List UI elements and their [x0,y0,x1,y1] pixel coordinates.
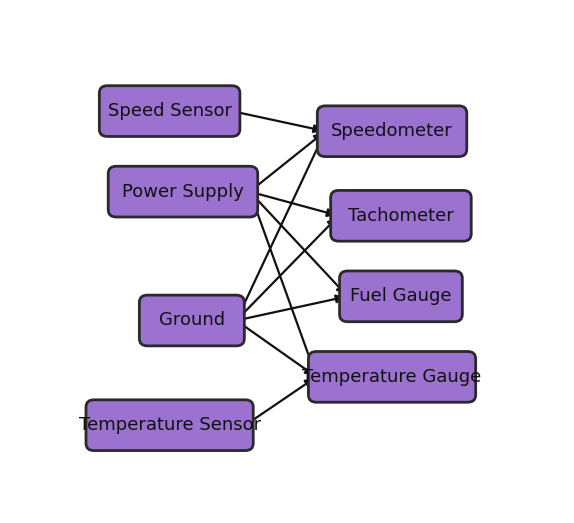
FancyBboxPatch shape [108,166,258,217]
Text: Temperature Gauge: Temperature Gauge [302,368,482,386]
Text: Temperature Sensor: Temperature Sensor [79,416,261,434]
FancyBboxPatch shape [317,106,467,156]
FancyBboxPatch shape [340,271,462,322]
FancyBboxPatch shape [99,86,240,137]
FancyArrowPatch shape [239,322,312,374]
FancyArrowPatch shape [239,295,343,320]
FancyBboxPatch shape [308,351,476,402]
FancyArrowPatch shape [253,192,333,216]
FancyArrowPatch shape [238,136,323,318]
Text: Fuel Gauge: Fuel Gauge [350,287,452,305]
Text: Power Supply: Power Supply [122,183,244,201]
Text: Tachometer: Tachometer [348,207,454,225]
FancyBboxPatch shape [139,295,245,346]
FancyArrowPatch shape [235,112,320,132]
Text: Speedometer: Speedometer [331,122,453,140]
Text: Speed Sensor: Speed Sensor [107,102,232,120]
FancyBboxPatch shape [86,400,253,451]
FancyArrowPatch shape [238,220,335,319]
FancyArrowPatch shape [252,134,321,190]
FancyArrowPatch shape [251,194,316,372]
Text: Ground: Ground [159,312,225,329]
FancyArrowPatch shape [251,194,344,292]
FancyBboxPatch shape [331,190,471,241]
FancyArrowPatch shape [247,380,312,424]
